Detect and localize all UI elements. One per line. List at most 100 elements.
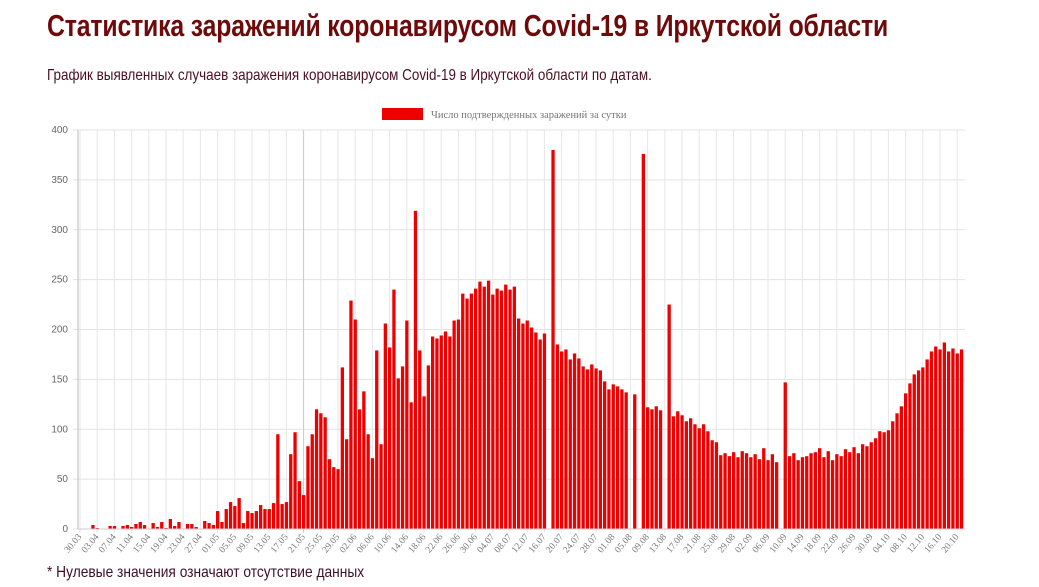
bar: [848, 452, 852, 529]
bar: [237, 498, 241, 529]
bar: [650, 409, 654, 529]
bar: [517, 318, 521, 529]
bar: [418, 350, 422, 529]
bar: [904, 393, 908, 529]
bar: [736, 457, 740, 529]
bar: [753, 454, 757, 529]
bar: [228, 502, 233, 529]
bar: [620, 389, 624, 529]
x-tick-label: 13.05: [252, 532, 274, 555]
bar: [929, 351, 934, 529]
bar: [542, 333, 547, 529]
x-tick-label: 12.10: [906, 532, 928, 555]
bar: [865, 446, 869, 529]
x-tick-label: 30.03: [63, 532, 85, 555]
bar: [91, 525, 95, 529]
bar: [465, 298, 469, 529]
x-tick-label: 22.06: [424, 532, 446, 555]
bar: [684, 421, 688, 529]
bar: [289, 454, 293, 529]
bar: [908, 383, 912, 529]
bar: [319, 413, 323, 529]
bar: [740, 451, 744, 529]
bar: [443, 331, 448, 529]
bar: [469, 293, 473, 529]
bar: [762, 448, 766, 529]
x-tick-label: 28.07: [579, 532, 601, 555]
bar: [125, 525, 129, 529]
bar: [830, 460, 835, 529]
bar: [276, 434, 280, 529]
x-tick-label: 14.09: [785, 532, 807, 555]
bar: [732, 452, 736, 529]
bar: [173, 526, 177, 529]
bar: [426, 365, 430, 529]
bar: [504, 284, 508, 529]
y-tick-label: 250: [51, 275, 68, 286]
x-tick-label: 04.10: [871, 532, 893, 555]
y-tick-label: 350: [51, 175, 68, 186]
bar: [280, 504, 284, 529]
x-tick-label: 18.09: [802, 532, 824, 555]
bar: [671, 416, 676, 529]
bar: [254, 511, 258, 529]
x-tick-label: 15.04: [132, 532, 154, 555]
bar: [581, 366, 585, 529]
bar: [151, 523, 155, 529]
x-tick-label: 04.07: [476, 532, 498, 555]
bar: [869, 442, 873, 529]
bar: [400, 366, 405, 529]
bar: [211, 525, 215, 529]
x-tick-label: 29.05: [321, 532, 343, 555]
bar: [452, 320, 456, 529]
bar: [689, 418, 693, 529]
bar: [624, 392, 628, 529]
x-tick-label: 24.07: [562, 532, 584, 555]
bar: [598, 370, 602, 529]
x-tick-label: 10.09: [768, 532, 790, 555]
x-tick-label: 14.06: [390, 532, 412, 555]
bar: [796, 460, 800, 529]
bar: [160, 522, 164, 529]
bar: [603, 381, 607, 529]
bar: [719, 455, 723, 529]
bar: [813, 452, 817, 529]
bar: [271, 503, 276, 529]
bar: [783, 382, 787, 529]
bar: [555, 344, 559, 529]
x-tick-label: 27.04: [183, 532, 205, 555]
bar: [362, 391, 366, 529]
bar: [112, 526, 117, 529]
bar: [366, 434, 370, 529]
legend[interactable]: Число подтвержденных заражений за сутки: [382, 108, 627, 121]
bar: [787, 456, 792, 529]
bar: [168, 519, 172, 529]
x-tick-label: 22.09: [820, 532, 842, 555]
bar: [861, 444, 865, 529]
bar: [714, 442, 719, 529]
bar: [912, 374, 916, 529]
legend-label: Число подтвержденных заражений за сутки: [431, 110, 627, 121]
bar: [818, 448, 822, 529]
bar: [241, 523, 246, 529]
x-tick-label: 17.05: [269, 532, 291, 555]
bar: [392, 289, 396, 529]
x-tick-label: 16.07: [527, 532, 549, 555]
bar: [744, 453, 749, 529]
y-tick-label: 400: [51, 125, 68, 136]
bar: [572, 353, 577, 529]
bar: [658, 410, 663, 529]
bar: [134, 524, 138, 529]
x-tick-label: 08.10: [888, 532, 910, 555]
bar: [138, 522, 142, 529]
bar: [263, 509, 267, 529]
bar: [340, 367, 344, 529]
bars: [91, 149, 964, 530]
bar: [667, 304, 671, 529]
bar: [577, 358, 581, 529]
x-tick-label: 10.06: [372, 532, 394, 555]
bar: [697, 428, 701, 529]
bar: [297, 481, 301, 529]
bar: [108, 526, 112, 529]
bar: [353, 319, 357, 529]
